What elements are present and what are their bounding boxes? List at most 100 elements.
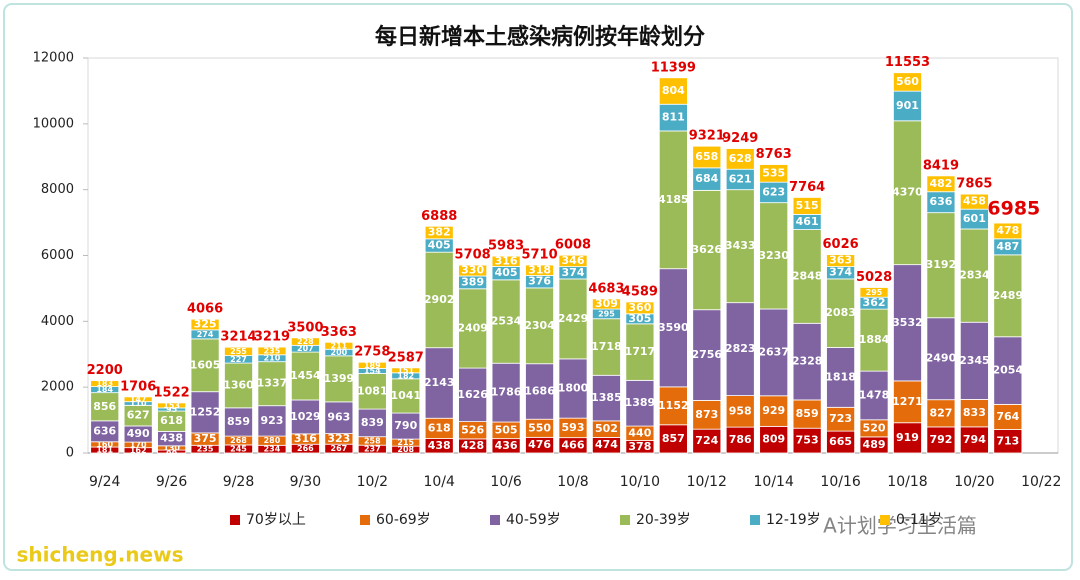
- legend-label: 40-59岁: [506, 512, 561, 528]
- bar-segment: [959, 399, 989, 428]
- segment-label: 665: [829, 435, 852, 448]
- segment-label: 1152: [658, 399, 689, 412]
- segment-label: 245: [230, 444, 247, 453]
- segment-label: 189: [364, 361, 381, 370]
- total-label: 6026: [822, 237, 858, 252]
- bar-segment: [658, 103, 688, 132]
- segment-label: 211: [331, 341, 348, 350]
- segment-label: 474: [595, 438, 618, 451]
- segment-label: 153: [163, 401, 180, 410]
- segment-label: 405: [495, 266, 518, 279]
- segment-label: 764: [996, 410, 1019, 423]
- segment-label: 378: [628, 440, 651, 453]
- segment-label: 1605: [190, 358, 221, 371]
- segment-label: 713: [996, 434, 1019, 447]
- segment-label: 535: [762, 166, 785, 179]
- segment-label: 4185: [658, 193, 689, 206]
- segment-label: 621: [729, 172, 752, 185]
- y-tick-label: 2000: [41, 380, 74, 395]
- bar-segment: [926, 175, 956, 193]
- segment-label: 2054: [993, 364, 1024, 377]
- segment-label: 505: [495, 423, 518, 436]
- total-label: 9249: [722, 131, 758, 146]
- legend-label: 70岁以上: [246, 512, 306, 528]
- segment-label: 375: [194, 432, 217, 445]
- x-tick-label: 10/16: [820, 474, 860, 490]
- x-tick-label: 10/6: [490, 474, 522, 490]
- segment-label: 438: [428, 439, 451, 452]
- segment-label: 3433: [725, 239, 756, 252]
- segment-label: 1818: [825, 370, 856, 383]
- bar-segment: [224, 362, 253, 409]
- legend-swatch: [620, 515, 630, 525]
- bar-segment: [290, 351, 320, 401]
- segment-label: 636: [93, 424, 116, 437]
- total-label: 5708: [455, 248, 491, 263]
- segment-label: 490: [127, 427, 150, 440]
- bar-segment: [525, 363, 554, 420]
- segment-label: 1718: [591, 340, 622, 353]
- bar-segment: [257, 361, 287, 407]
- bar-segment: [625, 379, 655, 427]
- bar-segment: [826, 347, 856, 408]
- total-label: 1706: [120, 379, 156, 394]
- segment-label: 2429: [558, 312, 589, 325]
- bar-segment: [859, 287, 889, 298]
- total-label: 2200: [87, 363, 123, 378]
- segment-label: 268: [230, 436, 247, 445]
- bar-segment: [792, 322, 822, 401]
- segment-label: 2490: [926, 352, 957, 365]
- y-tick-label: 6000: [41, 248, 74, 263]
- segment-label: 623: [762, 185, 785, 198]
- bar-segment: [893, 422, 922, 454]
- bar-segment: [792, 197, 822, 215]
- bar-segment: [692, 145, 722, 169]
- segment-label: 227: [230, 355, 247, 364]
- bar-segment: [592, 298, 621, 310]
- segment-label: 438: [160, 432, 183, 445]
- segment-label: 3192: [926, 258, 957, 271]
- total-label: 11399: [651, 60, 696, 75]
- segment-label: 3626: [691, 243, 722, 256]
- segment-label: 182: [397, 371, 414, 380]
- total-label: 7764: [789, 180, 825, 195]
- legend-label: 12-19岁: [766, 512, 821, 528]
- total-label: 2758: [354, 345, 390, 360]
- segment-label: 110: [130, 399, 147, 408]
- segment-label: 489: [863, 438, 886, 451]
- segment-label: 487: [996, 240, 1019, 253]
- segment-label: 181: [96, 446, 113, 455]
- bar-segment: [893, 72, 922, 92]
- segment-label: 618: [428, 421, 451, 434]
- segment-label: 170: [130, 440, 147, 449]
- y-tick-label: 4000: [41, 314, 74, 329]
- watermark: A计划学习生活篇: [823, 514, 977, 538]
- x-tick-label: 9/24: [89, 474, 121, 490]
- segment-label: 466: [562, 438, 585, 451]
- segment-label: 210: [264, 354, 281, 363]
- bar-segment: [759, 425, 789, 454]
- y-tick-label: 0: [66, 446, 74, 461]
- legend-label: 0-11岁: [896, 512, 942, 528]
- x-tick-label: 9/30: [290, 474, 321, 490]
- bar-segment: [257, 346, 287, 356]
- x-tick-label: 10/18: [887, 474, 927, 490]
- segment-label: 1041: [390, 389, 421, 402]
- x-tick-label: 10/10: [620, 474, 660, 490]
- bar-segment: [391, 367, 421, 374]
- segment-label: 436: [495, 439, 518, 452]
- segment-label: 1686: [524, 384, 555, 397]
- segment-label: 786: [729, 433, 752, 446]
- bar-segment: [391, 378, 421, 414]
- segment-label: 1717: [625, 345, 656, 358]
- segment-label: 833: [963, 406, 986, 419]
- bar-segment: [692, 189, 722, 311]
- segment-label: 1454: [290, 369, 321, 382]
- segment-label: 809: [762, 433, 785, 446]
- total-label: 8763: [756, 147, 792, 162]
- segment-label: 207: [297, 344, 314, 353]
- bar-segment: [893, 264, 922, 382]
- segment-label: 550: [528, 421, 551, 434]
- segment-label: 374: [562, 266, 585, 279]
- bar-segment: [959, 228, 989, 323]
